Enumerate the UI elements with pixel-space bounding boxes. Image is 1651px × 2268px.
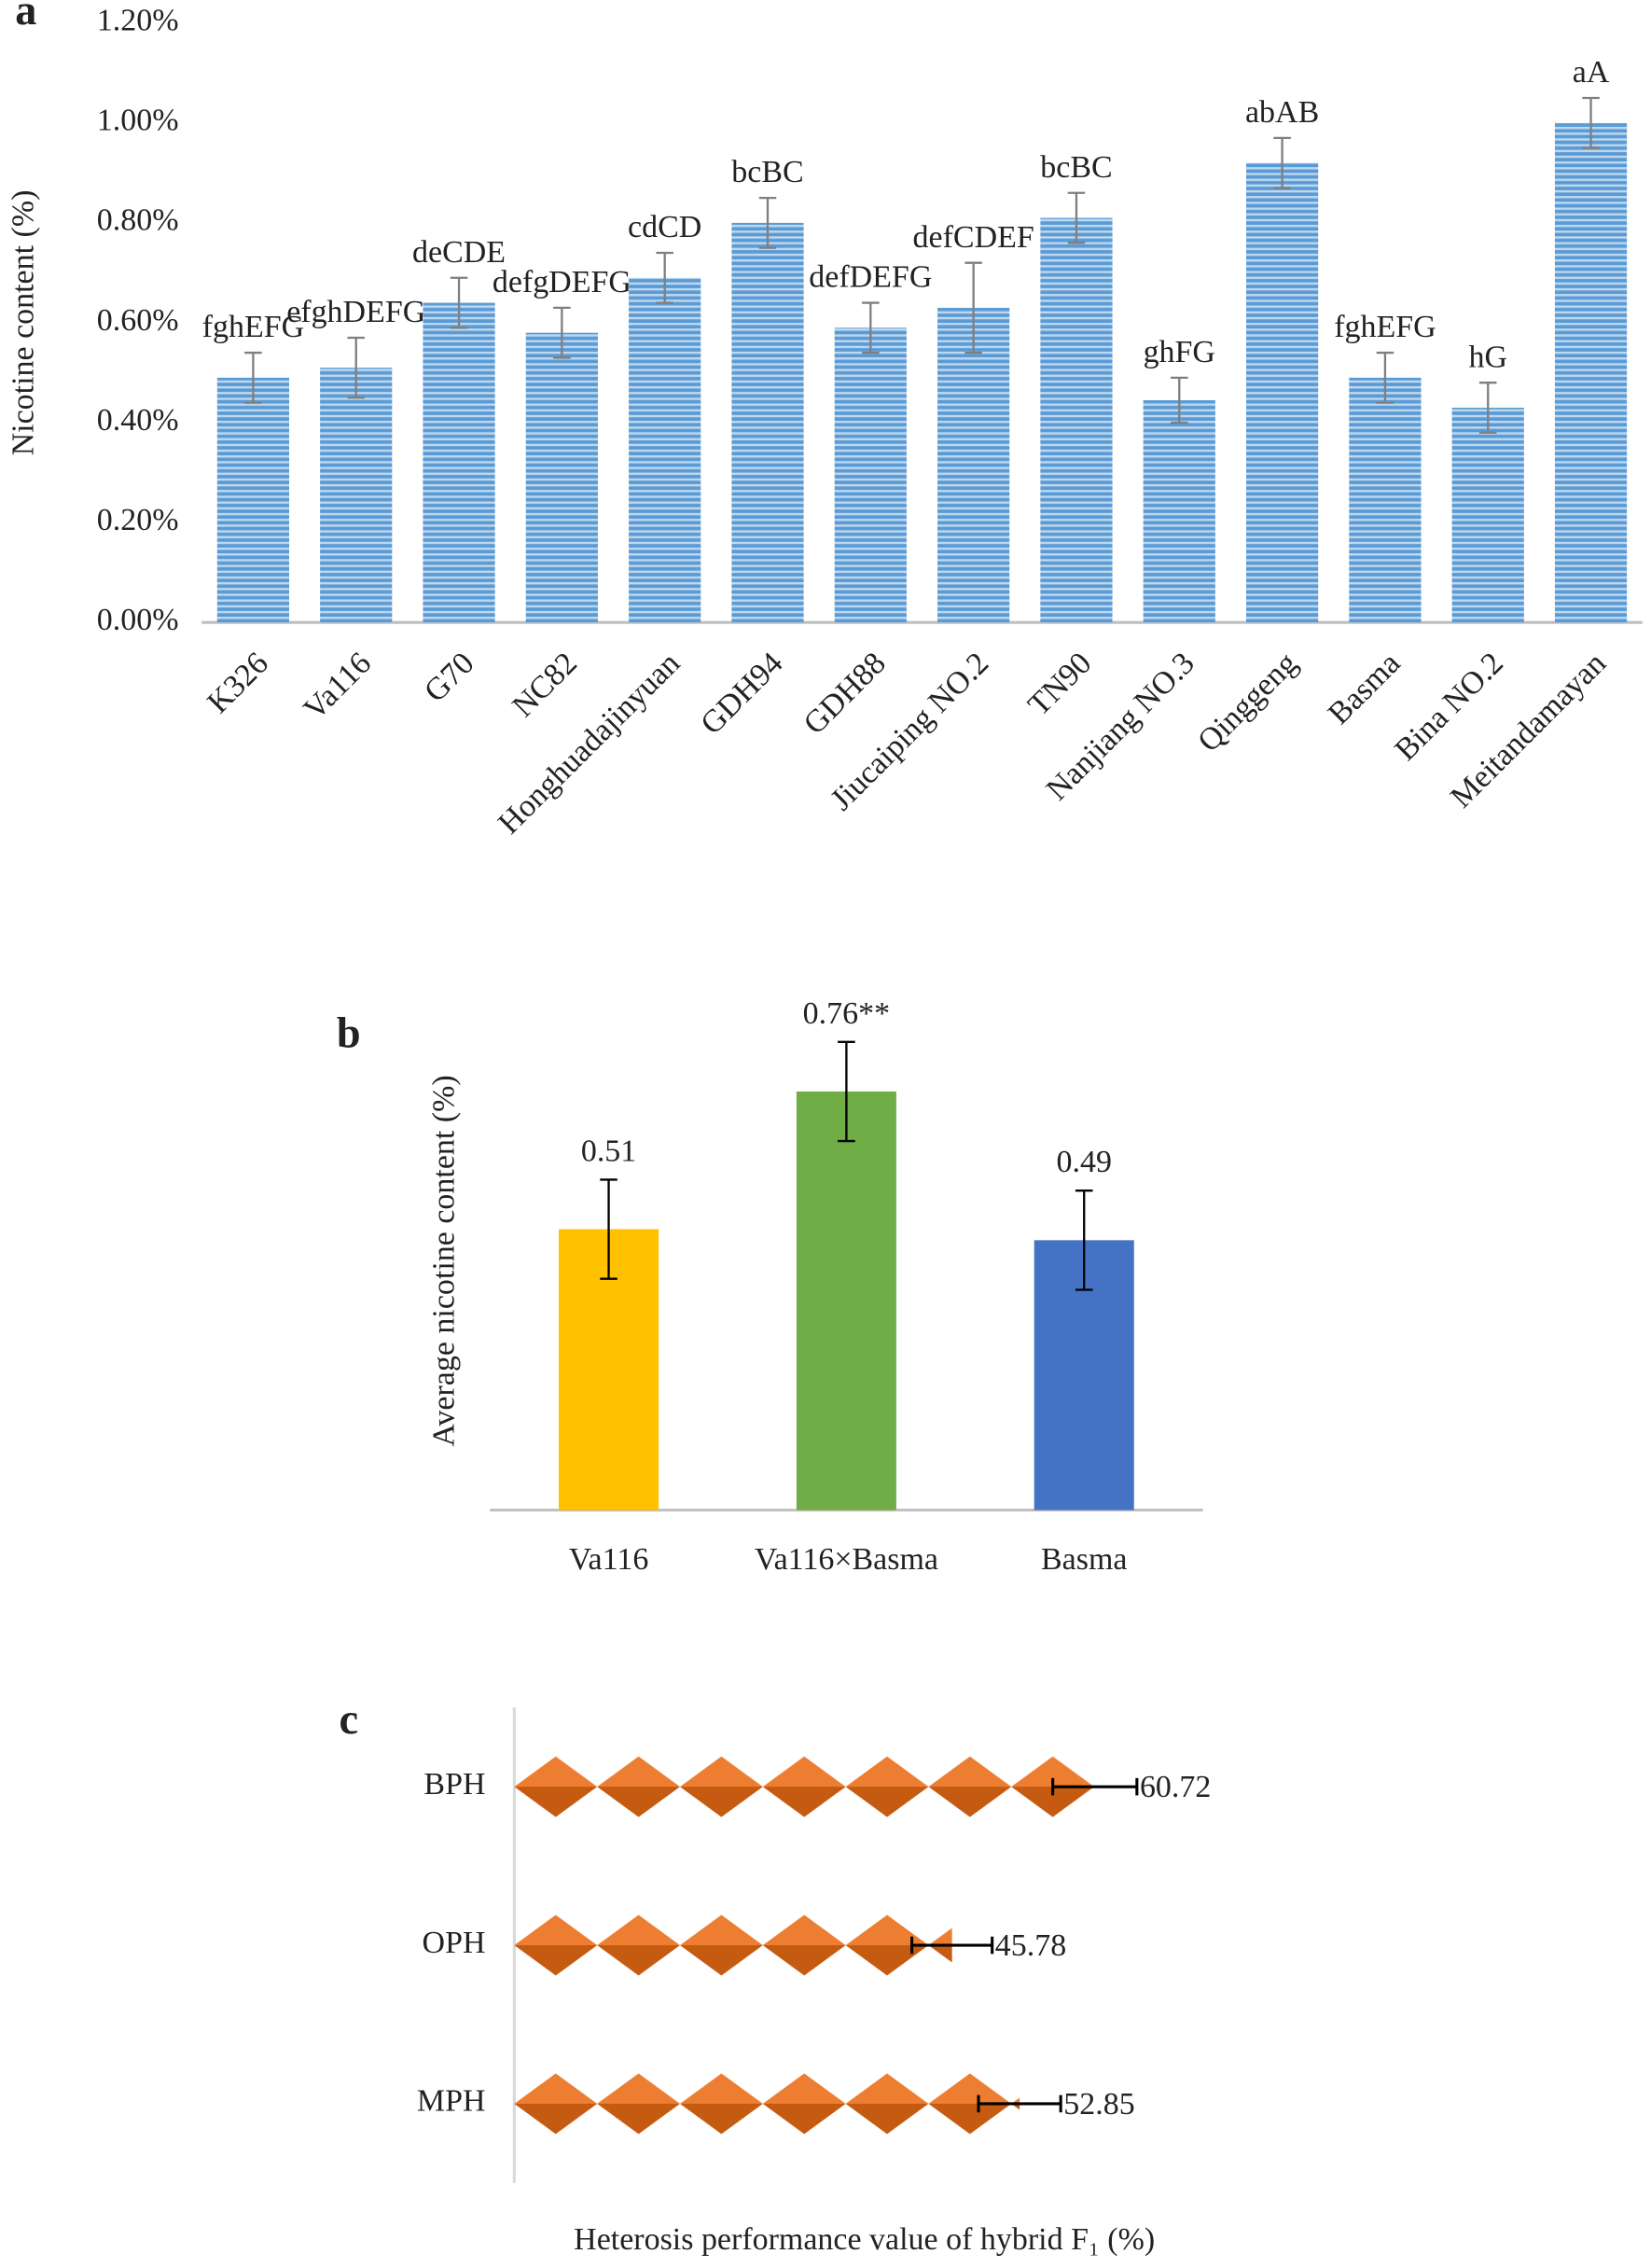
bar — [514, 1755, 1095, 1819]
significance-label: hG — [1468, 340, 1507, 374]
x-tick-label: TN90 — [1021, 646, 1098, 722]
significance-label: fghEFG — [1334, 310, 1436, 344]
significance-label: defgDEFG — [493, 265, 631, 299]
bar — [1349, 377, 1422, 623]
bar — [1451, 407, 1524, 623]
significance-label: fghEFG — [202, 310, 304, 344]
x-tick-label: Va116 — [569, 1542, 649, 1577]
significance-label: ghFG — [1144, 335, 1215, 369]
bar — [1245, 162, 1319, 623]
bar — [514, 1913, 952, 1978]
x-tick-label: K326 — [201, 646, 275, 720]
x-axis-label: Heterosis performance value of hybrid F₁… — [574, 2222, 1155, 2257]
bar — [834, 327, 907, 623]
y-tick-label: 0.80% — [97, 203, 179, 238]
x-tick-label: G70 — [418, 646, 481, 709]
y-tick-label: MPH — [417, 2084, 486, 2119]
significance-label: aA — [1573, 55, 1610, 90]
value-label: 0.51 — [581, 1134, 636, 1168]
y-tick-label: BPH — [423, 1767, 485, 1802]
bar — [1040, 217, 1113, 623]
significance-label: defCDEF — [913, 220, 1034, 255]
value-label: 60.72 — [1140, 1770, 1211, 1804]
x-tick-label: Va116 — [298, 646, 379, 727]
x-tick-label: GDH88 — [798, 646, 893, 741]
y-tick-label: OPH — [423, 1926, 486, 1960]
significance-label: cdCD — [628, 210, 701, 244]
bar — [1143, 399, 1215, 623]
bar — [937, 307, 1010, 623]
bar — [796, 1091, 896, 1510]
value-label: 45.78 — [995, 1928, 1066, 1963]
y-axis-label: Average nicotine content (%) — [427, 1075, 462, 1446]
significance-label: bcBC — [731, 155, 803, 189]
y-tick-label: 1.20% — [97, 4, 179, 38]
bar — [320, 368, 393, 623]
significance-label: abAB — [1245, 95, 1319, 130]
x-tick-label: Basma — [1041, 1542, 1127, 1577]
y-tick-label: 0.40% — [97, 403, 179, 438]
y-tick-label: 0.00% — [97, 603, 179, 637]
value-label: 52.85 — [1063, 2087, 1134, 2122]
y-tick-label: 1.00% — [97, 104, 179, 138]
bar — [525, 332, 598, 623]
bar — [731, 222, 804, 623]
bar — [423, 302, 495, 623]
value-label: 0.49 — [1057, 1145, 1112, 1179]
y-tick-label: 0.60% — [97, 303, 179, 338]
x-tick-label: Basma — [1322, 646, 1408, 731]
panel-label: b — [337, 1010, 361, 1058]
x-tick-label: Va116×Basma — [755, 1542, 938, 1577]
value-label: 0.76** — [803, 996, 890, 1031]
significance-label: defDEFG — [809, 260, 932, 295]
y-tick-label: 0.20% — [97, 503, 179, 537]
panel-label: a — [15, 0, 36, 35]
significance-label: bcBC — [1040, 150, 1112, 185]
x-tick-label: GDH94 — [694, 646, 789, 741]
bar — [629, 277, 701, 623]
panel-label: c — [339, 1696, 358, 1744]
y-axis-label: Nicotine content (%) — [7, 190, 41, 456]
significance-label: deCDE — [412, 235, 506, 270]
x-tick-label: NC82 — [506, 646, 584, 724]
significance-label: efghDEFG — [286, 295, 425, 329]
bar — [514, 2071, 1020, 2136]
x-tick-label: Honghuadajinyuan — [492, 646, 687, 841]
bar — [1554, 122, 1628, 623]
x-tick-label: Qinggeng — [1191, 646, 1304, 758]
bar — [216, 377, 290, 623]
